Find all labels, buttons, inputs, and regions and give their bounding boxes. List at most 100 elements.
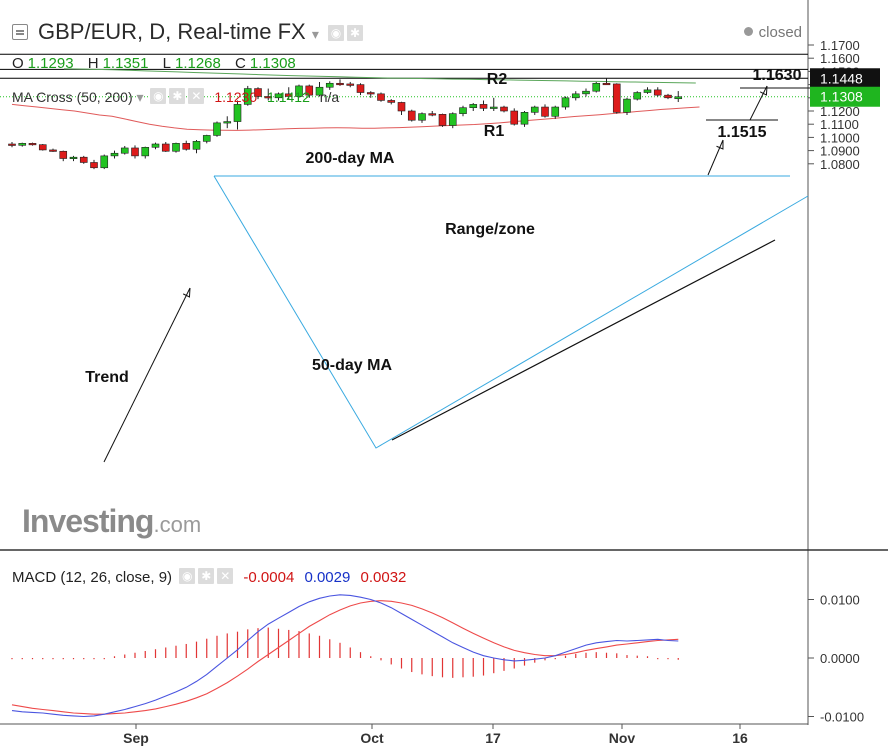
macd-value: 0.0029 (304, 569, 351, 586)
candle-body (79, 156, 88, 163)
ma-cross-value: n/a (319, 89, 340, 105)
close-label: C (235, 55, 246, 72)
candle-body (192, 141, 201, 150)
chevron-down-icon[interactable]: ▾ (136, 89, 144, 105)
candle-body (592, 82, 601, 92)
r1-label: R1 (484, 123, 505, 140)
gear-icon[interactable]: ✱ (198, 568, 215, 584)
low-label: L (162, 55, 171, 72)
price-badge-label: 1.1448 (820, 70, 863, 86)
market-status: closed (743, 24, 802, 41)
candle-body (336, 82, 344, 86)
trend-arrow (103, 287, 191, 463)
candle-body (520, 112, 529, 125)
time-tick-label: Nov (609, 730, 636, 746)
macd-tick-label: 0.0000 (820, 651, 860, 666)
triangle-lower-edges (213, 175, 809, 449)
time-tick-label: Oct (360, 730, 384, 746)
candle-body (448, 113, 457, 126)
ma50-label: 50-day MA (312, 357, 392, 374)
price-tick-label: 1.0800 (820, 157, 860, 172)
macd-name: MACD (12, 26, close, 9) (12, 569, 173, 586)
eye-icon[interactable]: ◉ (150, 88, 167, 104)
candle-body (653, 89, 662, 96)
candle-body (418, 113, 426, 121)
close-value: 1.1308 (249, 55, 296, 72)
ma-cross-legend[interactable]: MA Cross (50, 200) ▾ ◉ ✱ ✕ 1.1230 1.1412 n… (12, 88, 339, 106)
candle-body (674, 96, 683, 100)
collapse-icon[interactable] (12, 24, 28, 40)
candle-body (428, 113, 437, 116)
price-axis[interactable]: 1.17001.16001.15001.14001.13001.12001.11… (808, 38, 880, 725)
candle-body (213, 122, 221, 136)
close-icon[interactable]: ✕ (217, 568, 234, 584)
signal-value: 0.0032 (360, 569, 407, 586)
candle-body (182, 143, 191, 150)
candle-body (59, 150, 68, 159)
candle-body (120, 147, 129, 154)
open-label: O (12, 55, 24, 72)
status-dot-icon (743, 27, 753, 36)
candle-body (561, 97, 570, 108)
moving-averages (11, 68, 700, 131)
candle-body (479, 104, 488, 109)
price-badge (810, 68, 880, 89)
time-tick-label: 16 (732, 730, 748, 746)
ma50-line (11, 103, 700, 131)
time-tick-label: Sep (123, 730, 149, 746)
candle-body (407, 110, 416, 121)
time-axis[interactable]: Sep Oct 17 Nov 16 (123, 724, 748, 746)
candle-body (500, 106, 508, 112)
candle-body (397, 102, 406, 112)
signal-line (11, 600, 679, 715)
ma-cross-name: MA Cross (50, 200) (12, 89, 133, 105)
candle-body (295, 85, 303, 97)
r1-arrow-head (716, 139, 724, 150)
candle-body (100, 155, 109, 169)
ma200-value: 1.1412 (267, 89, 310, 105)
candle-body (571, 93, 580, 99)
eye-icon[interactable]: ◉ (179, 568, 196, 584)
close-icon[interactable]: ✕ (188, 88, 205, 104)
price-tick-label: 1.1600 (820, 51, 860, 66)
chart-title-text: GBP/EUR, D, Real-time FX (38, 19, 306, 44)
candle-body (315, 86, 324, 96)
candle-body (233, 104, 242, 122)
r2-label: R2 (487, 71, 508, 88)
gear-icon[interactable]: ✱ (169, 88, 186, 104)
ma200-line (63, 68, 696, 84)
price-tick-label: 1.0900 (820, 144, 860, 159)
candle-body (643, 89, 652, 93)
eye-icon[interactable]: ◉ (328, 25, 344, 41)
candle-body (202, 135, 211, 142)
candle-body (602, 82, 611, 86)
logo-brand: Investing (22, 503, 154, 539)
candle-body (356, 84, 365, 93)
logo-suffix: .com (153, 512, 202, 537)
r1-arrow (707, 139, 724, 176)
macd-line (11, 594, 679, 718)
trend-arrow-head (182, 287, 191, 298)
candle-body (284, 93, 293, 97)
ma200-label: 200-day MA (306, 150, 395, 167)
candle-body (254, 88, 262, 97)
candle-body (274, 93, 283, 99)
candle-body (366, 92, 375, 95)
candle-body (633, 92, 642, 100)
time-tick-label: 17 (485, 730, 501, 746)
candle-body (8, 143, 16, 146)
uptrend-support-line (391, 239, 776, 441)
candle-body (582, 90, 590, 95)
annotations: R2 R1 1.1630 1.1515 200-day MA Range/zone Tren… (85, 67, 812, 463)
macd-legend[interactable]: MACD (12, 26, close, 9) ◉ ✱ ✕ -0.0004 0.00… (12, 568, 406, 586)
candle-body (172, 143, 180, 152)
chevron-down-icon[interactable]: ▾ (311, 26, 319, 42)
status-text: closed (758, 24, 802, 41)
gear-icon[interactable]: ✱ (347, 25, 363, 41)
r2-arrow (749, 85, 768, 121)
r2-arrow-head (759, 85, 768, 96)
candle-body (28, 143, 37, 146)
candle-body (489, 106, 498, 109)
